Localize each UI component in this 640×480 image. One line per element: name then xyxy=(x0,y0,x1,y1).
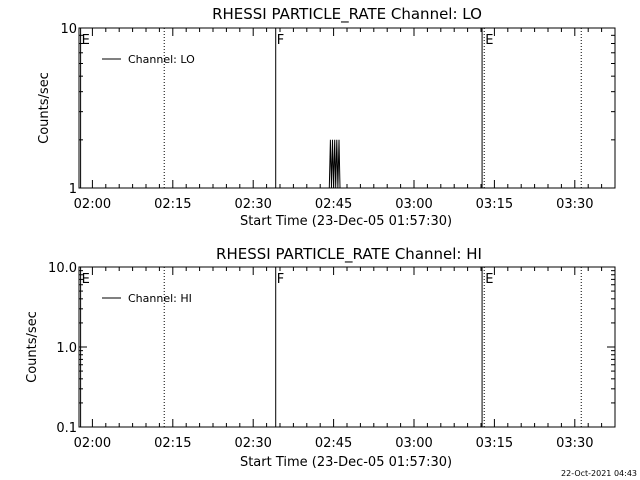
y-tick-label: 0.1 xyxy=(56,421,77,436)
x-tick-label: 02:15 xyxy=(154,436,191,451)
x-tick-label: 02:00 xyxy=(74,197,111,212)
x-axis-label: Start Time (23-Dec-05 01:57:30) xyxy=(240,455,452,470)
series-line xyxy=(328,139,341,189)
x-tick-label: 02:45 xyxy=(315,197,352,212)
y-tick-label: 1.0 xyxy=(56,341,77,356)
plot-frame xyxy=(78,266,616,428)
event-marker-label: F xyxy=(277,33,284,48)
x-tick-label: 03:00 xyxy=(395,197,432,212)
panel-hi: RHESSI PARTICLE_RATE Channel: HI Counts/… xyxy=(25,245,616,470)
y-tick-label: 10.0 xyxy=(48,261,77,276)
y-axis-label: Counts/sec xyxy=(37,72,52,144)
chart-title: RHESSI PARTICLE_RATE Channel: LO xyxy=(212,5,482,24)
event-marker-label: E xyxy=(485,33,493,48)
chart-title: RHESSI PARTICLE_RATE Channel: HI xyxy=(216,245,482,264)
x-tick-label: 02:30 xyxy=(234,197,271,212)
x-axis-label: Start Time (23-Dec-05 01:57:30) xyxy=(240,214,452,229)
event-marker-label: E xyxy=(82,272,90,287)
plot-frame xyxy=(78,27,616,189)
event-marker-label: F xyxy=(277,272,284,287)
y-tick-label: 1 xyxy=(69,182,77,197)
x-tick-label: 02:45 xyxy=(315,436,352,451)
panel-lo: RHESSI PARTICLE_RATE Channel: LO Counts/… xyxy=(37,5,616,229)
x-tick-label: 02:15 xyxy=(154,197,191,212)
event-marker-label: E xyxy=(485,272,493,287)
legend-label: Channel: HI xyxy=(128,292,192,305)
x-tick-label: 03:30 xyxy=(556,436,593,451)
y-tick-label: 10 xyxy=(60,22,77,37)
legend-label: Channel: LO xyxy=(128,53,195,66)
x-tick-label: 02:00 xyxy=(74,436,111,451)
x-tick-label: 03:15 xyxy=(476,436,513,451)
x-tick-label: 03:00 xyxy=(395,436,432,451)
footer-timestamp: 22-Oct-2021 04:43 xyxy=(561,469,637,478)
event-marker-label: E xyxy=(82,33,90,48)
x-tick-label: 02:30 xyxy=(234,436,271,451)
x-tick-label: 03:15 xyxy=(476,197,513,212)
y-axis-label: Counts/sec xyxy=(25,311,40,383)
x-tick-label: 03:30 xyxy=(556,197,593,212)
